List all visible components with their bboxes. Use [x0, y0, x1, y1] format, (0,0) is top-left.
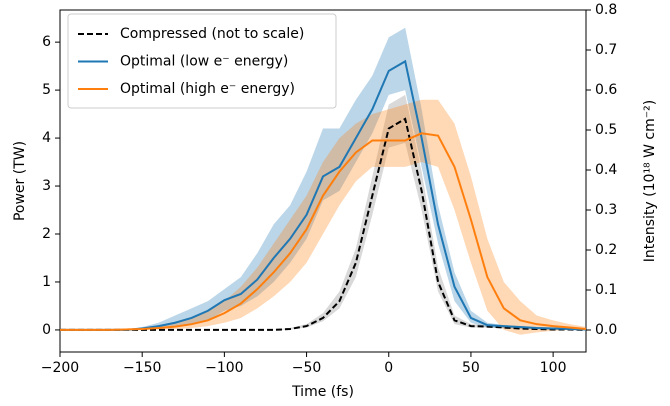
- y2-tick-label: 0.5: [595, 122, 617, 138]
- legend-label: Compressed (not to scale): [120, 26, 304, 42]
- x-tick-label: 0: [384, 360, 393, 376]
- y2-tick-label: 0.3: [595, 202, 617, 218]
- y-tick-label: 0: [42, 322, 51, 338]
- x-tick-label: 50: [462, 360, 480, 376]
- y2-tick-label: 0.8: [595, 2, 617, 18]
- y-tick-label: 5: [42, 82, 51, 98]
- plot-frame: [59, 9, 587, 353]
- x-tick-label: −200: [41, 360, 79, 376]
- y-tick-label: 3: [42, 178, 51, 194]
- y2-tick-label: 0.7: [595, 42, 617, 58]
- y2-tick-label: 0.4: [595, 162, 617, 178]
- legend-label: Optimal (high e⁻ energy): [120, 81, 295, 97]
- y-tick-label: 2: [42, 226, 51, 242]
- legend-label: Optimal (low e⁻ energy): [120, 54, 288, 70]
- y2-tick-label: 0.0: [595, 322, 617, 338]
- y-tick-label: 6: [42, 34, 51, 50]
- y-tick-label: 1: [42, 274, 51, 290]
- y-axis-label: Power (TW): [12, 141, 28, 221]
- x-tick-label: −150: [123, 360, 161, 376]
- line: [60, 132, 586, 331]
- plot-area: [60, 27, 586, 335]
- y2-axis-label: Intensity (10¹⁸ W cm⁻²): [642, 100, 658, 262]
- line: [60, 117, 586, 331]
- x-tick-label: 100: [540, 360, 567, 376]
- x-tick-label: −50: [292, 360, 322, 376]
- y2-tick-label: 0.6: [595, 82, 617, 98]
- x-tick-label: −100: [205, 360, 243, 376]
- error-band: [60, 99, 586, 335]
- legend-box: [67, 13, 337, 109]
- y2-tick-label: 0.2: [595, 242, 617, 258]
- y2-tick-label: 0.1: [595, 282, 617, 298]
- y-tick-label: 4: [42, 130, 51, 146]
- x-axis-label: Time (fs): [291, 384, 354, 400]
